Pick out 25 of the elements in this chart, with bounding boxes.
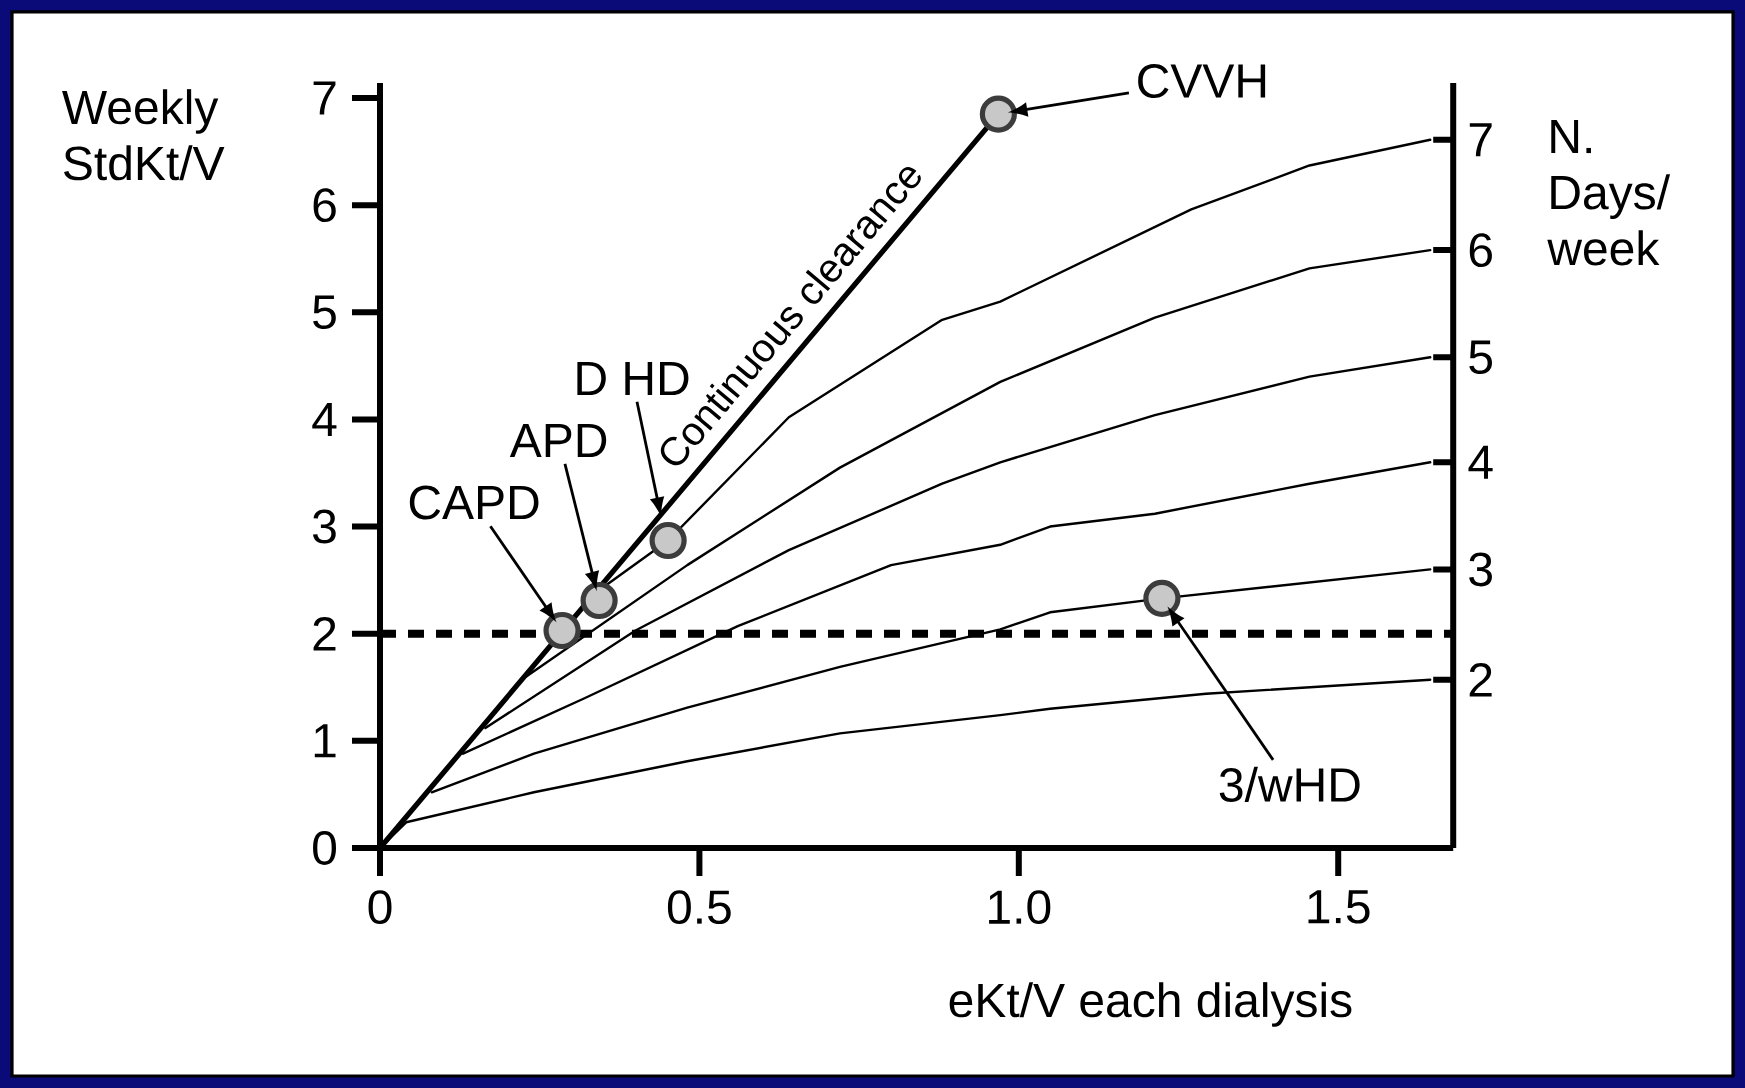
y2-tick-label: 5: [1469, 340, 1492, 374]
y-tick-label: 5: [313, 295, 336, 329]
annotation: APD: [509, 424, 607, 457]
y2-tick-label: 3: [1469, 552, 1492, 587]
y2-tick-label: 6: [1469, 233, 1492, 268]
x-tick-label: 1.0: [989, 890, 1051, 925]
y-tick-label: 3: [312, 509, 336, 544]
y-tick-label: 2: [313, 616, 336, 651]
y-axis-title: Weekly StdKt/V: [62, 89, 225, 181]
x-tick-label: 1.5: [1308, 890, 1370, 924]
x-tick-label: 0.5: [667, 890, 731, 925]
y-tick-label: 6: [313, 188, 336, 223]
y-tick-label: 0: [313, 831, 337, 865]
x-tick-label: 0: [368, 890, 392, 925]
annotation: 3/wHD: [1219, 766, 1360, 802]
annotation: CVVH: [1138, 64, 1266, 99]
y-tick-label: 7: [313, 81, 336, 115]
y-tick-label: 1: [314, 724, 336, 758]
annotation: CAPD: [409, 485, 539, 520]
y2-tick-label: 7: [1469, 123, 1492, 157]
y2-axis-title: N. Days/ week: [1547, 120, 1671, 266]
y2-tick-label: 4: [1468, 445, 1493, 479]
x-axis-title: eKt/V each dialysis: [949, 982, 1352, 1027]
y-tick-label: 4: [312, 402, 337, 436]
y2-tick-label: 2: [1469, 663, 1492, 697]
